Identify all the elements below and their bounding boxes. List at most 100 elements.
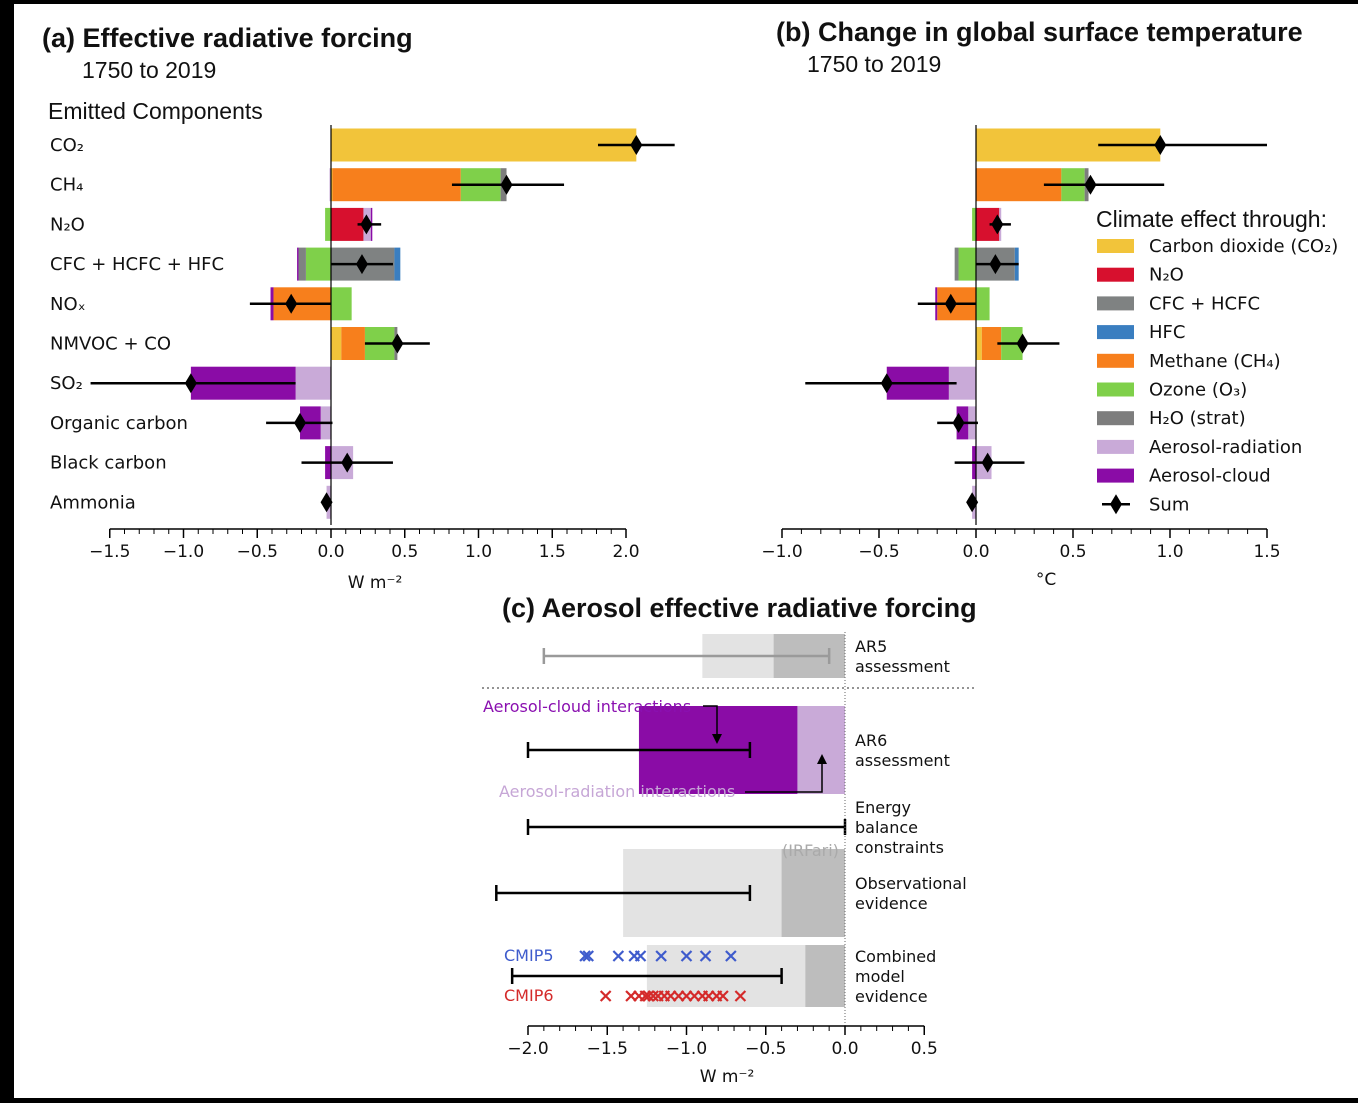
panel-c-row-label: balance [855, 818, 918, 837]
panel-a-row-label: CO₂ [50, 135, 84, 156]
cmip6-marker [647, 990, 659, 1002]
panel-b-sum-marker [991, 214, 1004, 235]
panel-b-sum-marker [952, 412, 965, 433]
panel-b-xlabel: °C [1036, 570, 1056, 590]
panel-c-bar-ari [797, 706, 845, 794]
legend-item-ch4: Methane (CH₄) [1149, 351, 1281, 372]
panel-b-bar-o3 [976, 287, 990, 321]
panel-a-sum-marker [294, 412, 307, 433]
panel-b-bar-cfc [954, 247, 959, 281]
panel-a-subtitle: 1750 to 2019 [82, 57, 216, 83]
panel-b-tick-label: −1.0 [761, 542, 802, 562]
panel-a-sum-marker [341, 452, 354, 473]
panel-c-row-label: evidence [855, 987, 928, 1006]
cmip6-marker [642, 990, 655, 1002]
legend-item-cfc: CFC + HCFC [1149, 293, 1260, 314]
legend-item-hfc: HFC [1149, 322, 1185, 343]
panel-a-bar-o3 [331, 287, 352, 321]
legend-swatch-aci [1097, 468, 1134, 483]
panel-b-sum-marker [1084, 174, 1097, 195]
legend-swatch-o3 [1097, 382, 1134, 397]
panel-a-sum-marker [391, 333, 404, 354]
panel-a-plot: CO₂ CH₄ N₂O CFC + HCFC + HFC NOₓ NMVOC + CO SO… [50, 125, 675, 562]
panel-a-tick-label: −1.5 [89, 542, 130, 562]
panel-a-bar-ch4 [341, 327, 365, 360]
panel-a-row-label: Black carbon [50, 453, 167, 474]
legend: Climate effect through: Carbon dioxide (… [1096, 206, 1338, 515]
panel-a-row-label: CH₄ [50, 175, 83, 196]
panel-c-row-label: Observational [855, 874, 967, 893]
panel-b-sum-marker [1154, 135, 1167, 155]
panel-a-tick-label: −1.0 [163, 542, 204, 562]
panel-a-tick-label: 1.0 [465, 542, 492, 562]
panel-c-bar-dark [781, 849, 845, 937]
panel-a-bar-o3 [305, 247, 331, 281]
panel-c-xlabel: W m⁻² [700, 1067, 755, 1087]
panel-a-group-label: Emitted Components [48, 98, 263, 124]
panel-c-title: (c) Aerosol effective radiative forcing [502, 593, 977, 623]
panel-c-tick-label: 0.0 [831, 1039, 858, 1059]
panel-b-bar-o3 [958, 247, 976, 281]
cmip5-marker [655, 950, 667, 962]
panel-a-row-label: N₂O [50, 214, 85, 235]
cmip5-marker [579, 950, 591, 962]
cmip5-marker [634, 950, 647, 962]
panel-a-sum-marker [360, 214, 373, 235]
panel-b-subtitle: 1750 to 2019 [807, 51, 941, 77]
panel-b-sum-marker [966, 492, 979, 513]
panel-a-bar-co2 [331, 168, 333, 202]
legend-swatch-sum-diamond [1110, 494, 1122, 515]
legend-item-o3: Ozone (O₃) [1149, 380, 1247, 401]
panel-a-bar-ch4 [332, 168, 461, 202]
panel-a-sum-marker [630, 135, 643, 155]
panel-a-sum-marker [355, 254, 368, 275]
cmip5-marker [699, 950, 712, 962]
cmip6-marker [717, 990, 729, 1002]
panel-a-bar-cfc [298, 247, 306, 281]
panel-a-tick-label: 2.0 [612, 542, 639, 562]
panel-b-bar-o3 [972, 207, 976, 241]
panel-b-tick-label: 0.5 [1059, 542, 1086, 562]
panel-a-bar-ari [329, 168, 331, 202]
panel-b-tick-label: 1.0 [1156, 542, 1183, 562]
legend-swatch-h2o [1097, 411, 1134, 426]
panel-a-tick-label: 0.5 [391, 542, 418, 562]
panel-c-row-label: constraints [855, 838, 944, 857]
panel-b-sum-marker [989, 254, 1002, 275]
panel-a-title: (a) Effective radiative forcing [42, 23, 413, 53]
aci-arrow-head [712, 734, 722, 744]
panel-c-tick-label: −1.5 [587, 1039, 628, 1059]
cmip5-marker [612, 950, 625, 962]
cmip5-marker [680, 950, 693, 962]
panel-a-bar-hfc [394, 247, 401, 281]
panel-a-sum-marker [500, 174, 513, 195]
panel-a-row-label: NMVOC + CO [50, 334, 171, 355]
ari-annotation: Aerosol-radiation interactions [499, 782, 735, 801]
legend-swatch-n2o [1097, 267, 1134, 282]
panel-c-row-label: Combined [855, 947, 936, 966]
panel-b-plot: −1.0 −0.5 0.0 0.5 1.0 1.5 [761, 125, 1281, 562]
ari-arrow-head [817, 754, 827, 764]
panel-a-tick-label: 0.0 [317, 542, 344, 562]
cmip5-marker [725, 950, 737, 962]
panel-b-sum-marker [981, 452, 994, 473]
panel-c-tick-label: −0.5 [745, 1039, 786, 1059]
panel-a-row-label: SO₂ [50, 373, 83, 394]
panel-a-row-label: NOₓ [50, 294, 86, 315]
panel-a-bar-co2 [331, 128, 637, 162]
legend-item-n2o: N₂O [1149, 265, 1184, 286]
ari-arrow [745, 758, 823, 793]
cmip6-label: CMIP6 [504, 986, 554, 1005]
panel-c-row-label: assessment [855, 751, 950, 770]
legend-title: Climate effect through: [1096, 206, 1327, 232]
panel-a-row-label: Ammonia [50, 492, 136, 513]
cmip5-label: CMIP5 [504, 946, 554, 965]
top-border [0, 0, 1358, 4]
panel-c-row-label: model [855, 967, 905, 986]
legend-swatch-cfc [1097, 296, 1134, 311]
cmip6-marker [734, 990, 747, 1002]
irfari-annotation: (IRFari) [782, 841, 839, 860]
legend-item-aci: Aerosol-cloud [1149, 466, 1271, 487]
